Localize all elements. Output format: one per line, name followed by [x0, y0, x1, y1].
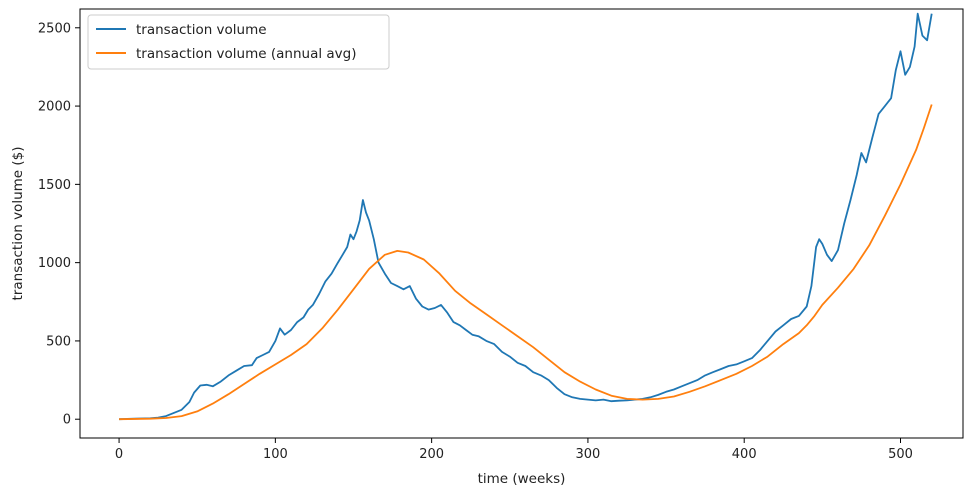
y-tick-label: 2500: [38, 21, 71, 36]
y-tick-label: 2000: [38, 100, 71, 115]
x-axis-label: time (weeks): [478, 471, 566, 487]
series-line-1: [119, 104, 933, 421]
legend: transaction volume transaction volume (an…: [87, 14, 390, 70]
plot-frame: [79, 8, 964, 439]
x-tick-label: 200: [419, 447, 444, 462]
series-layer: [119, 12, 933, 421]
y-tick-label: 0: [63, 413, 71, 428]
x-tick-label: 500: [888, 447, 913, 462]
legend-label-0: transaction volume: [136, 22, 267, 38]
legend-box: [87, 14, 390, 70]
y-tick-label: 1500: [38, 178, 71, 193]
y-tick-label: 500: [46, 334, 71, 349]
x-tick-label: 300: [576, 447, 601, 462]
x-tick-label: 100: [263, 447, 288, 462]
y-axis-ticks: 0 500 1000 1500 2000 2500: [38, 21, 80, 428]
x-tick-label: 400: [732, 447, 757, 462]
y-axis-label: transaction volume ($): [10, 147, 26, 301]
x-tick-label: 0: [115, 447, 123, 462]
x-axis-ticks: 0 100 200 300 400 500: [115, 438, 913, 462]
legend-label-1: transaction volume (annual avg): [136, 46, 356, 62]
series-line-0: [119, 12, 933, 421]
y-tick-label: 1000: [38, 256, 71, 271]
